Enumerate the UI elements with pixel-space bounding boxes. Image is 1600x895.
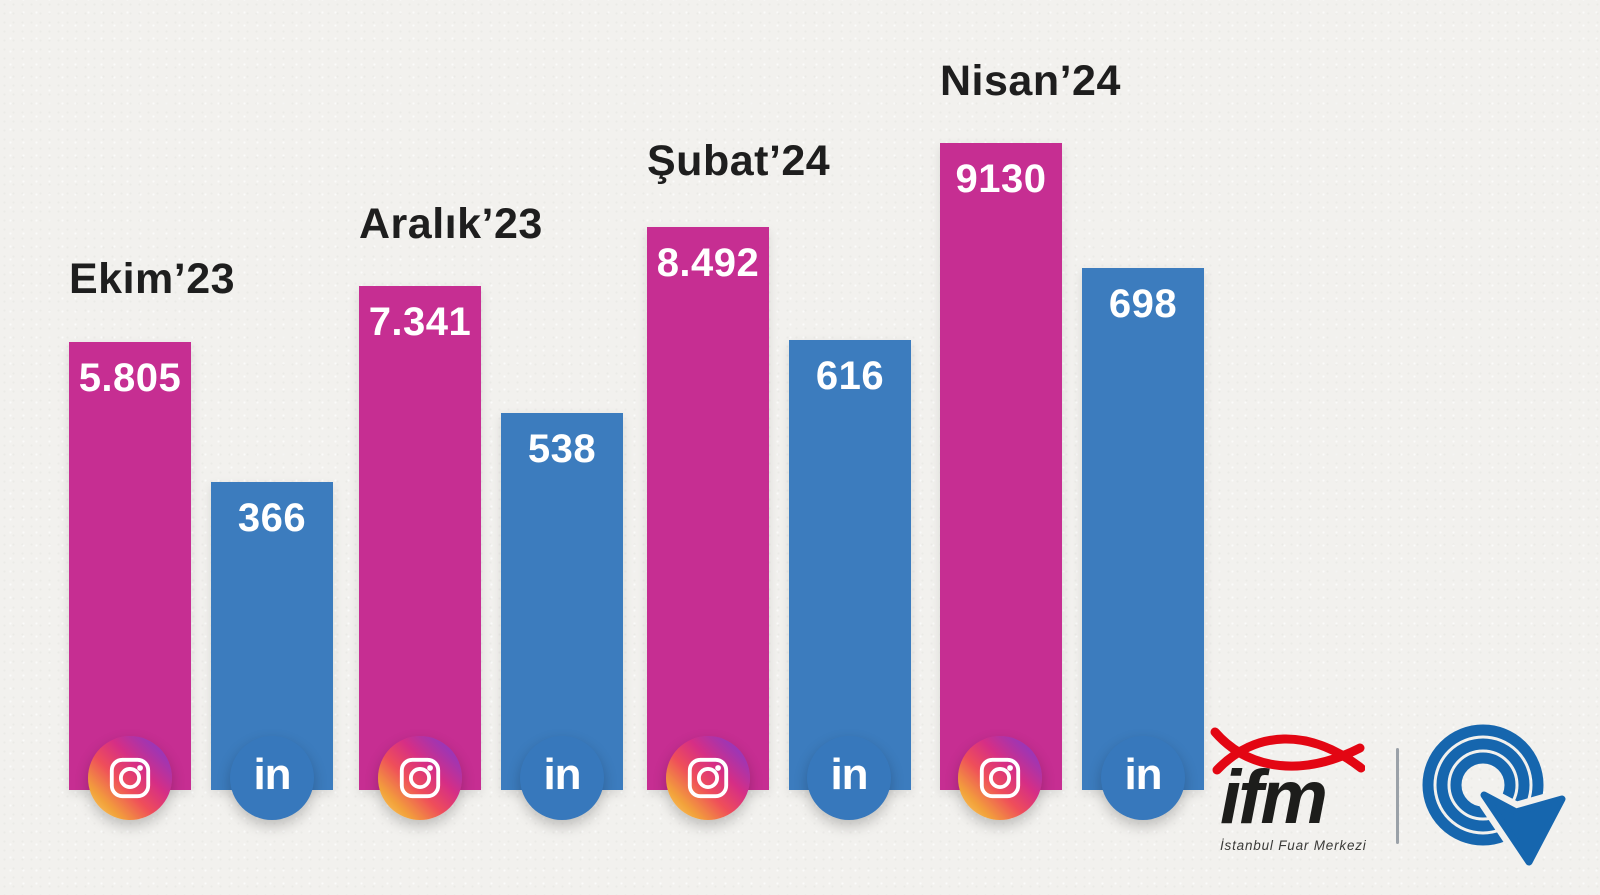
linkedin-icon: in <box>807 736 891 820</box>
bar-value: 9130 <box>955 157 1047 201</box>
bar-instagram-aralik23: 7.341 <box>359 286 481 790</box>
ifm-logo-wordmark: ifm <box>1220 755 1328 840</box>
linkedin-icon: in <box>230 736 314 820</box>
bar-value: 7.341 <box>368 300 472 344</box>
bar-instagram-ekim23: 5.805 <box>69 342 191 790</box>
linkedin-icon: in <box>1101 736 1185 820</box>
linkedin-icon: in <box>520 736 604 820</box>
month-label-nisan24: Nisan’24 <box>940 57 1121 105</box>
click-arrow-logo <box>1408 712 1578 882</box>
instagram-icon <box>88 736 172 820</box>
logo-divider <box>1396 748 1399 844</box>
month-label-subat24: Şubat’24 <box>647 137 831 185</box>
bar-linkedin-aralik23: 538 <box>501 413 623 790</box>
month-label-aralik23: Aralık’23 <box>359 200 543 248</box>
bar-value: 366 <box>237 496 307 540</box>
bar-value: 698 <box>1108 282 1178 326</box>
bar-value: 538 <box>527 427 597 471</box>
month-label-ekim23: Ekim’23 <box>69 255 236 303</box>
ifm-logo-subtitle: İstanbul Fuar Merkezi <box>1220 838 1367 853</box>
instagram-icon <box>378 736 462 820</box>
bar-instagram-nisan24: 9130 <box>940 143 1062 790</box>
bar-value: 8.492 <box>656 241 760 285</box>
bar-linkedin-subat24: 616 <box>789 340 911 790</box>
ifm-swoosh-icon <box>1210 724 1366 780</box>
click-arrow-icon <box>1422 724 1572 872</box>
bar-instagram-subat24: 8.492 <box>647 227 769 790</box>
bar-value: 616 <box>815 354 885 398</box>
instagram-icon <box>958 736 1042 820</box>
bar-linkedin-nisan24: 698 <box>1082 268 1204 790</box>
bar-value: 5.805 <box>78 356 182 400</box>
instagram-icon <box>666 736 750 820</box>
